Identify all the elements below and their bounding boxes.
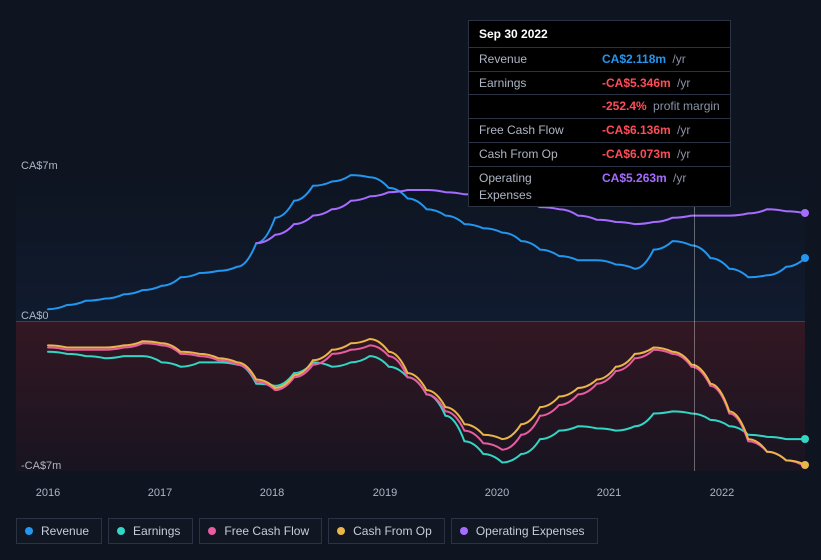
chart-tooltip: Sep 30 2022 Revenue CA$2.118m /yr Earnings… [468,20,731,207]
legend-item-label: Operating Expenses [476,524,585,538]
legend-dot-icon [208,527,216,535]
tooltip-row-label: Earnings [479,75,584,92]
tooltip-row-value: -CA$6.073m /yr [602,146,690,163]
xaxis-tick: 2020 [485,487,509,499]
tooltip-row: Revenue CA$2.118m /yr [469,47,730,71]
xaxis-tick: 2016 [36,487,60,499]
legend-item[interactable]: Revenue [16,518,102,544]
chart-lines [16,173,805,471]
tooltip-row: Earnings -CA$5.346m /yr [469,71,730,95]
tooltip-row-label: Revenue [479,51,584,68]
series-line [48,352,805,463]
tooltip-row-value: -CA$6.136m /yr [602,122,690,139]
chart-xaxis: 2016 2017 2018 2019 2020 2021 2022 [16,487,805,505]
tooltip-row-label [479,98,584,115]
series-end-dot [801,435,809,443]
chart-marker-line [694,173,695,471]
legend-item-label: Free Cash Flow [224,524,309,538]
legend-item[interactable]: Earnings [108,518,193,544]
xaxis-tick: 2018 [260,487,284,499]
tooltip-row: -252.4% profit margin [469,94,730,118]
tooltip-row: Free Cash Flow -CA$6.136m /yr [469,118,730,142]
tooltip-row-label: Free Cash Flow [479,122,584,139]
yaxis-top-label: CA$7m [21,160,58,172]
series-end-dot [801,254,809,262]
legend-item-label: Earnings [133,524,180,538]
legend-item[interactable]: Cash From Op [328,518,445,544]
tooltip-row-value: -CA$5.346m /yr [602,75,690,92]
legend-item-label: Revenue [41,524,89,538]
legend-dot-icon [460,527,468,535]
tooltip-row-label: Cash From Op [479,146,584,163]
xaxis-tick: 2022 [710,487,734,499]
tooltip-row-value: CA$2.118m /yr [602,51,686,68]
tooltip-row-label: Operating Expenses [479,170,584,204]
tooltip-row: Operating Expenses CA$5.263m /yr [469,166,730,207]
series-end-dot [801,461,809,469]
legend-item-label: Cash From Op [353,524,432,538]
legend-item[interactable]: Operating Expenses [451,518,598,544]
tooltip-row: Cash From Op -CA$6.073m /yr [469,142,730,166]
tooltip-row-value: -252.4% profit margin [602,98,720,115]
xaxis-tick: 2019 [373,487,397,499]
chart-legend: Revenue Earnings Free Cash Flow Cash From O… [16,518,598,544]
series-end-dot [801,209,809,217]
tooltip-date: Sep 30 2022 [469,21,730,47]
tooltip-row-value: CA$5.263m /yr [602,170,686,204]
series-line [48,339,805,465]
legend-dot-icon [337,527,345,535]
xaxis-tick: 2021 [597,487,621,499]
xaxis-tick: 2017 [148,487,172,499]
legend-dot-icon [117,527,125,535]
legend-dot-icon [25,527,33,535]
legend-item[interactable]: Free Cash Flow [199,518,322,544]
